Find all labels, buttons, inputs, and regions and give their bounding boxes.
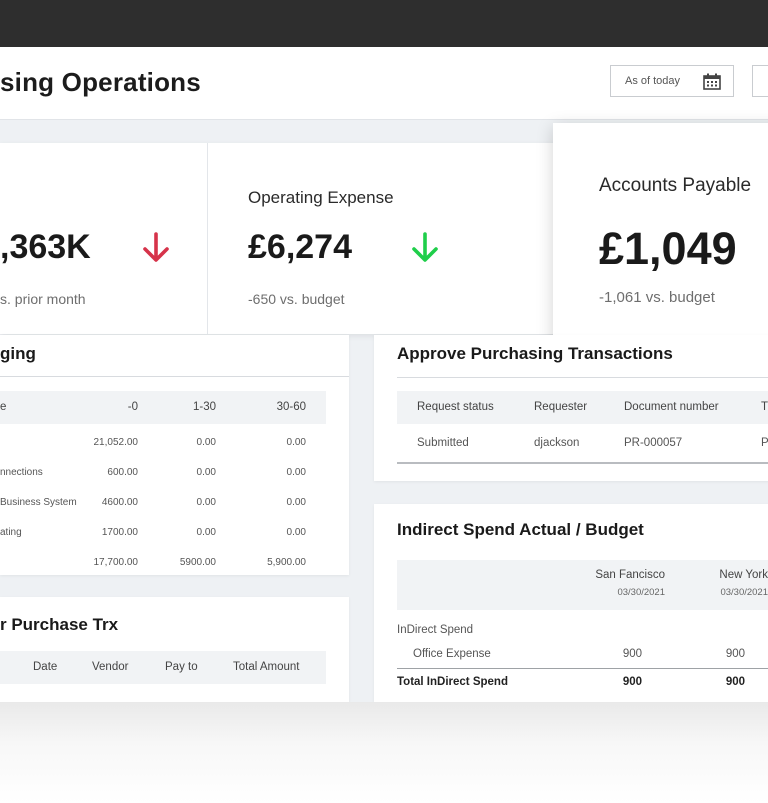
cell: 0.00 — [286, 527, 306, 538]
cell: 900 — [725, 676, 745, 688]
kpi-row: ,363K s. prior month Operating Expense £… — [0, 143, 560, 334]
document-number[interactable]: PR-000057 — [624, 437, 683, 449]
request-status: Submitted — [417, 437, 469, 449]
kpi-value: £6,274 — [248, 228, 352, 266]
card-title: Indirect Spend Actual / Budget — [397, 520, 644, 539]
background-shadow — [0, 702, 768, 803]
cell: 0.00 — [286, 437, 306, 448]
column-header: Vendor — [92, 661, 129, 673]
kpi-label: Accounts Payable — [599, 175, 752, 196]
scrollbar[interactable] — [397, 462, 768, 464]
column-header: Request status — [417, 401, 494, 413]
column-header: e — [0, 401, 7, 413]
page-title: sing Operations — [0, 67, 201, 97]
page-header: sing Operations As of today — [0, 47, 768, 120]
column-header: New York — [719, 569, 768, 581]
cell: 17,700.00 — [93, 557, 139, 568]
column-header: Date — [33, 661, 58, 673]
cell: 900 — [622, 676, 642, 688]
column-header: 1-30 — [192, 401, 216, 413]
column-header: 30-60 — [276, 401, 306, 413]
card-title: ging — [0, 344, 36, 363]
column-header: Document number — [624, 401, 719, 413]
kpi-value: £1,049 — [599, 223, 737, 274]
column-header: Requester — [534, 401, 588, 413]
table-header: Date Vendor Pay to Total Amount — [0, 651, 326, 684]
approve-purchasing-card: Approve Purchasing Transactions Request … — [374, 335, 768, 481]
group-label: InDirect Spend — [397, 624, 474, 636]
row-name: Business System — [0, 497, 77, 508]
total-label: Total InDirect Spend — [397, 676, 508, 688]
calendar-icon — [703, 73, 721, 93]
column-date: 03/30/2021 — [720, 587, 768, 598]
cell: 1700.00 — [101, 527, 138, 538]
table-header: San Fancisco 03/30/2021 New York 03/30/2… — [397, 560, 768, 610]
cell: 0.00 — [196, 437, 216, 448]
aging-card: ging e -0 1-30 30-60 21,052.00 0.00 0.00… — [0, 335, 349, 575]
column-date: 03/30/2021 — [617, 587, 665, 598]
indirect-spend-card: Indirect Spend Actual / Budget San Fanci… — [374, 504, 768, 702]
divider — [397, 668, 768, 669]
cell: 900 — [725, 648, 745, 660]
cell: P — [761, 437, 768, 449]
arrow-down-icon — [141, 231, 171, 270]
row-name: nnections — [0, 467, 43, 478]
kpi-label: Operating Expense — [248, 188, 394, 207]
kpi-card-operating-expense[interactable]: Operating Expense £6,274 -650 vs. budget — [208, 143, 560, 334]
column-header: T — [761, 401, 768, 413]
dashboard: sing Operations As of today ,363K — [0, 47, 768, 702]
kpi-divider — [207, 143, 208, 334]
cell: 4600.00 — [101, 497, 138, 508]
column-header: San Fancisco — [595, 569, 665, 581]
kpi-value: ,363K — [0, 228, 91, 266]
date-filter-label: As of today — [625, 75, 681, 87]
cell: 900 — [622, 648, 642, 660]
column-header: -0 — [127, 401, 138, 413]
cell: 0.00 — [286, 497, 306, 508]
row-name: Office Expense — [413, 648, 491, 660]
kpi-sub: s. prior month — [0, 291, 86, 307]
divider — [0, 376, 349, 377]
cell: 0.00 — [196, 527, 216, 538]
table-header: e -0 1-30 30-60 — [0, 391, 326, 424]
cell: 600.00 — [107, 467, 138, 478]
arrow-down-icon — [410, 231, 440, 270]
date-filter-button[interactable]: As of today — [610, 65, 734, 97]
column-header: Total Amount — [233, 661, 300, 673]
kpi-card-accounts-payable[interactable]: Accounts Payable £1,049 -1,061 vs. budge… — [553, 123, 768, 356]
cell: 0.00 — [196, 467, 216, 478]
purchase-trx-card: r Purchase Trx Date Vendor Pay to Total … — [0, 597, 349, 702]
kpi-card-revenue[interactable]: ,363K s. prior month — [0, 143, 207, 334]
kpi-sub: -650 vs. budget — [248, 291, 345, 307]
divider — [397, 377, 768, 378]
row-name: ating — [0, 527, 22, 538]
kpi-sub: -1,061 vs. budget — [599, 289, 715, 306]
card-title: Approve Purchasing Transactions — [397, 344, 673, 363]
card-title: r Purchase Trx — [0, 615, 119, 634]
header-action-button[interactable] — [752, 65, 768, 97]
top-bar — [0, 0, 768, 47]
cell: 0.00 — [286, 467, 306, 478]
requester[interactable]: djackson — [534, 437, 580, 449]
cell: 0.00 — [196, 497, 216, 508]
table-header: Request status Requester Document number… — [397, 391, 768, 424]
cell: 5,900.00 — [267, 557, 306, 568]
cell: 5900.00 — [179, 557, 216, 568]
cell: 21,052.00 — [93, 437, 139, 448]
column-header: Pay to — [165, 661, 198, 673]
